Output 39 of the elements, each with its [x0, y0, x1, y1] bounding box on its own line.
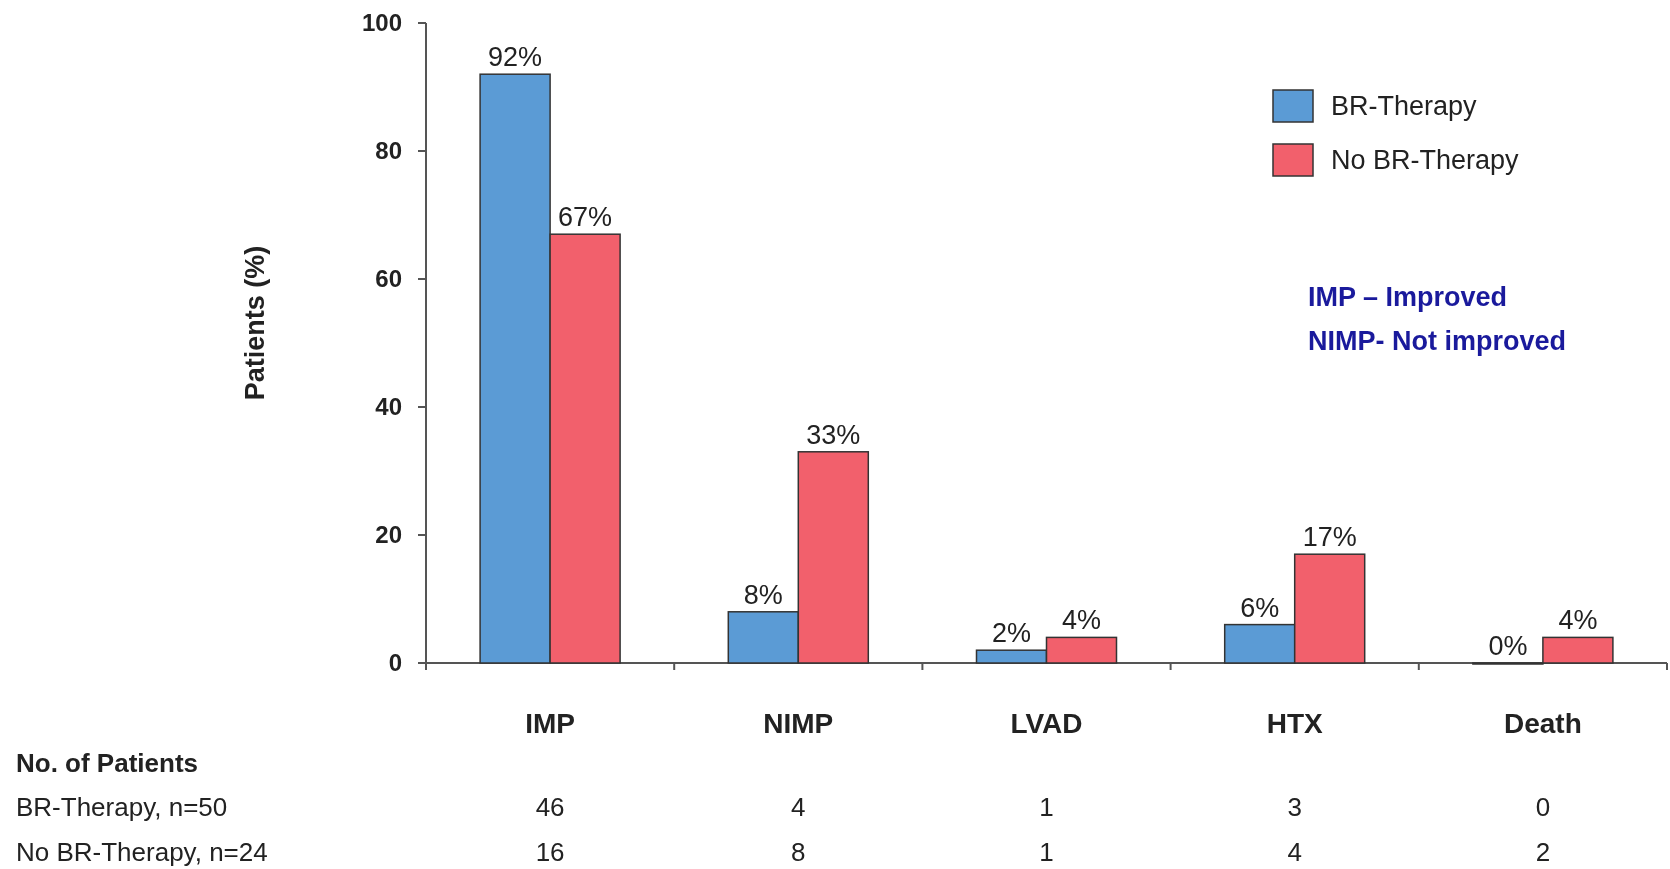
- y-tick-label: 60: [375, 265, 402, 293]
- data-label: 4%: [1558, 605, 1598, 636]
- text: BR-Therapy, n=50: [16, 792, 228, 823]
- x-tick-label: LVAD: [1010, 708, 1083, 739]
- x-tick-label: HTX: [1266, 708, 1324, 739]
- x-tick-label: Death: [1504, 708, 1582, 739]
- annotation: IMP – Improved: [1308, 282, 1508, 312]
- data-label: 17%: [1302, 522, 1357, 553]
- data-label: 8%: [743, 579, 783, 610]
- text: 0: [1535, 792, 1551, 823]
- text: 8: [791, 837, 806, 868]
- text: 2: [1535, 837, 1551, 868]
- data-label: 2%: [991, 618, 1032, 649]
- y-tick-label: 80: [375, 137, 402, 165]
- text: 4: [1287, 837, 1302, 868]
- legend-label: BR-Therapy: [1331, 91, 1478, 122]
- y-tick-label: 100: [361, 9, 402, 37]
- text: No BR-Therapy, n=24: [16, 837, 268, 868]
- x-tick-label: IMP: [525, 708, 575, 739]
- data-label: 0%: [1488, 631, 1528, 661]
- text: 1: [1039, 792, 1054, 823]
- y-axis-title: Patients (%): [240, 245, 270, 401]
- annotation: NIMP- Not improved: [1308, 326, 1567, 356]
- text: 4: [791, 792, 806, 823]
- data-label: 4%: [1061, 605, 1102, 636]
- y-tick-label: 40: [375, 393, 402, 421]
- text: 1: [1039, 837, 1054, 868]
- text: 3: [1287, 792, 1302, 823]
- data-label: 67%: [558, 202, 613, 233]
- data-label: 6%: [1240, 592, 1280, 623]
- text: 16: [535, 837, 565, 868]
- text: No. of Patients: [16, 748, 199, 778]
- y-tick-label: 20: [375, 521, 402, 549]
- text: 46: [535, 792, 565, 823]
- data-label: 92%: [488, 42, 543, 73]
- y-tick-label: 0: [388, 649, 402, 677]
- data-label: 33%: [806, 419, 861, 450]
- x-tick-label: NIMP: [763, 708, 834, 739]
- legend-label: No BR-Therapy: [1331, 145, 1520, 176]
